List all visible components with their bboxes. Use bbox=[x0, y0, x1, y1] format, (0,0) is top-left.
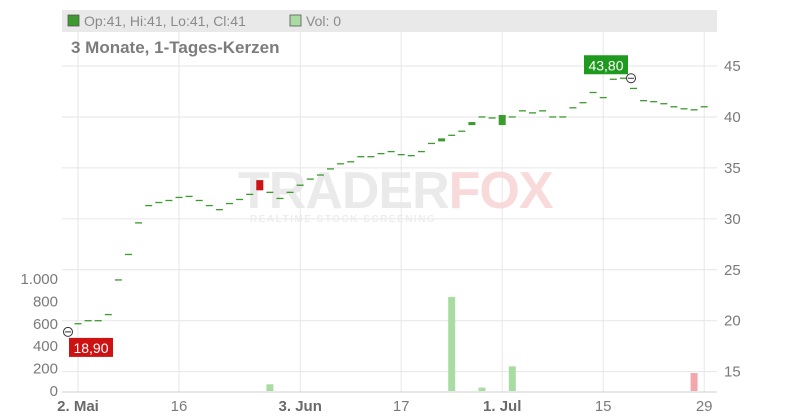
grid bbox=[62, 10, 717, 393]
volume-bar bbox=[508, 366, 516, 391]
volume-tick-label: 200 bbox=[33, 361, 58, 378]
x-tick-label: 17 bbox=[393, 398, 410, 415]
x-tick-label: 1. Jul bbox=[483, 398, 521, 415]
marker-label-box bbox=[584, 55, 628, 75]
x-tick-label: 16 bbox=[171, 398, 188, 415]
x-tick-label: 29 bbox=[696, 398, 713, 415]
legend-vol: Vol: 0 bbox=[306, 13, 341, 29]
price-tick-label: 25 bbox=[724, 262, 741, 279]
watermark-fox: FOX bbox=[449, 162, 554, 220]
volume-tick-label: 400 bbox=[33, 338, 58, 355]
x-axis: 2. Mai 16 3. Jun 17 1. Jul 15 29 bbox=[57, 398, 712, 415]
price-tick-label: 45 bbox=[724, 58, 741, 75]
price-tick-label: 30 bbox=[724, 211, 741, 228]
marker-label: 18,90 bbox=[73, 340, 108, 356]
price-tick-label: 40 bbox=[724, 109, 741, 126]
volume-axis: 0 200 400 600 800 1.000 bbox=[20, 271, 58, 400]
volume-tick-label: 600 bbox=[33, 316, 58, 333]
volume-bar bbox=[478, 387, 486, 391]
price-tick-label: 35 bbox=[724, 160, 741, 177]
watermark: TRADERFOX REALTIME STOCK SCREENING bbox=[238, 162, 555, 225]
volume-bar bbox=[690, 373, 698, 391]
x-tick-label: 15 bbox=[595, 398, 612, 415]
volume-tick-label: 1.000 bbox=[20, 271, 58, 288]
volume-bar bbox=[448, 296, 456, 391]
x-tick-label: 3. Jun bbox=[279, 398, 322, 415]
watermark-trader: TRADER bbox=[238, 162, 449, 220]
candle bbox=[468, 122, 476, 126]
price-axis: 15 20 25 30 35 40 45 bbox=[724, 58, 741, 381]
candle bbox=[256, 180, 264, 191]
candles bbox=[74, 77, 708, 325]
marker-label: 43,80 bbox=[588, 57, 623, 73]
candle bbox=[498, 114, 506, 126]
volume-bars bbox=[266, 296, 698, 391]
price-tick-label: 20 bbox=[724, 313, 741, 330]
legend-ohlc: Op:41, Hi:41, Lo:41, Cl:41 bbox=[84, 13, 246, 29]
volume-bar bbox=[266, 384, 274, 391]
candle bbox=[438, 138, 446, 142]
price-tick-label: 15 bbox=[724, 364, 741, 381]
volume-tick-label: 800 bbox=[33, 293, 58, 310]
legend-bar bbox=[62, 10, 717, 32]
x-tick-label: 2. Mai bbox=[57, 398, 99, 415]
price-markers: 18,90 43,80 bbox=[63, 55, 636, 357]
chart-subtitle: 3 Monate, 1-Tages-Kerzen bbox=[71, 38, 279, 57]
volume-tick-label: 0 bbox=[50, 383, 58, 400]
marker-label-box bbox=[69, 337, 113, 357]
vol-swatch bbox=[289, 14, 302, 27]
watermark-sub: REALTIME STOCK SCREENING bbox=[250, 214, 436, 225]
ohlc-swatch bbox=[67, 14, 80, 27]
watermark-main: TRADERFOX bbox=[238, 162, 554, 220]
